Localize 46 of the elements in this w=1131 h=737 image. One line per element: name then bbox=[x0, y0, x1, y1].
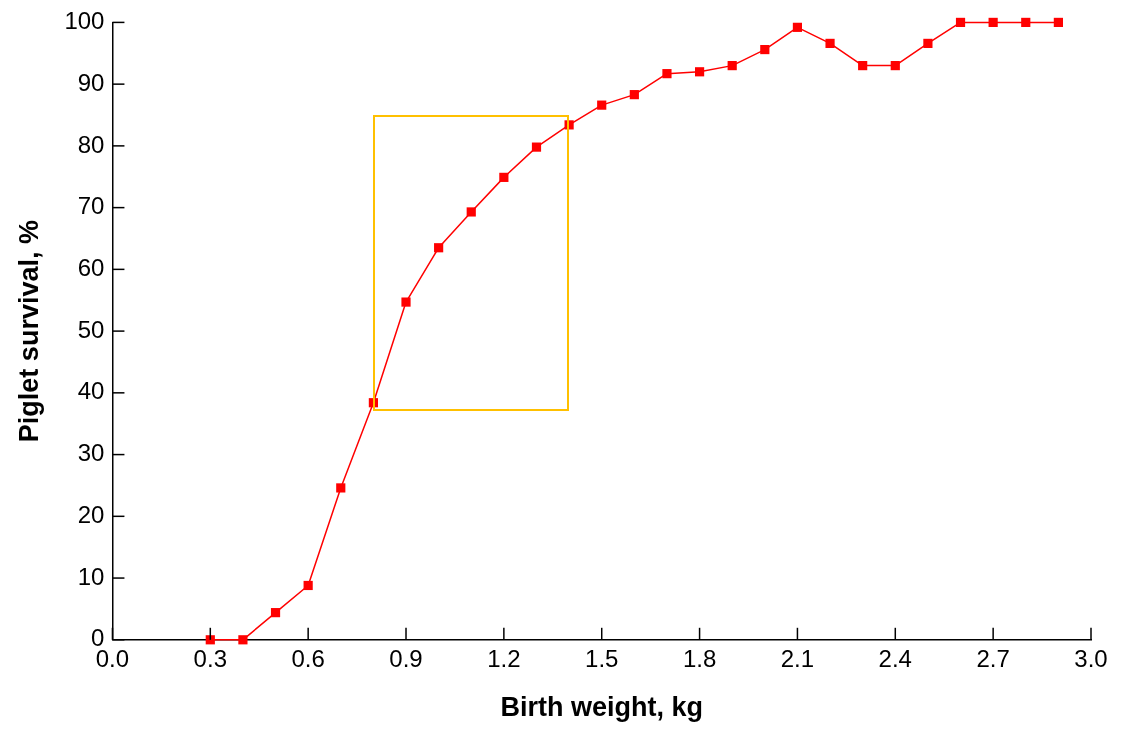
x-tick-label: 1.8 bbox=[682, 644, 717, 672]
point bbox=[401, 297, 411, 307]
point bbox=[760, 44, 770, 55]
y-tick-label: 50 bbox=[77, 315, 105, 343]
x-axis-title: Birth weight, kg bbox=[500, 692, 703, 723]
y-tick-label: 30 bbox=[77, 439, 105, 467]
y-tick-label: 80 bbox=[77, 130, 105, 158]
y-tick-label: 90 bbox=[77, 68, 105, 96]
point bbox=[988, 17, 998, 27]
point bbox=[629, 90, 639, 100]
point bbox=[270, 608, 281, 618]
point bbox=[792, 22, 803, 32]
y-axis-title: Piglet survival, % bbox=[13, 220, 44, 443]
x-tick-label: 3.0 bbox=[1074, 644, 1108, 672]
point bbox=[303, 580, 313, 591]
x-tick-label: 2.1 bbox=[780, 644, 815, 672]
x-tick-label: 2.4 bbox=[878, 644, 912, 672]
point bbox=[434, 243, 444, 253]
point bbox=[923, 38, 933, 48]
point bbox=[336, 483, 346, 493]
x-tick-label: 0.9 bbox=[389, 644, 423, 672]
x-tick-label: 2.7 bbox=[976, 644, 1010, 672]
x-tick-label: 1.5 bbox=[585, 644, 619, 672]
y-tick-label: 70 bbox=[77, 192, 105, 220]
point bbox=[694, 67, 705, 77]
y-tick-label: 100 bbox=[64, 7, 105, 35]
x-tick-label: 0.3 bbox=[193, 644, 227, 672]
point bbox=[531, 142, 542, 152]
point bbox=[858, 61, 868, 71]
y-tick-label: 10 bbox=[77, 562, 105, 590]
x-tick-label: 1.2 bbox=[487, 644, 521, 672]
y-tick-label: 60 bbox=[77, 253, 105, 281]
point bbox=[466, 207, 476, 217]
point bbox=[955, 17, 966, 27]
point bbox=[1053, 17, 1063, 27]
y-tick-label: 40 bbox=[77, 377, 105, 405]
point bbox=[1021, 17, 1031, 27]
x-tick-label: 0.6 bbox=[291, 644, 325, 672]
point bbox=[727, 61, 737, 71]
point bbox=[890, 61, 900, 71]
point bbox=[662, 69, 672, 79]
point bbox=[825, 38, 835, 48]
point bbox=[499, 172, 509, 182]
point bbox=[238, 635, 248, 645]
y-tick-label: 20 bbox=[77, 500, 105, 528]
point bbox=[597, 100, 607, 110]
